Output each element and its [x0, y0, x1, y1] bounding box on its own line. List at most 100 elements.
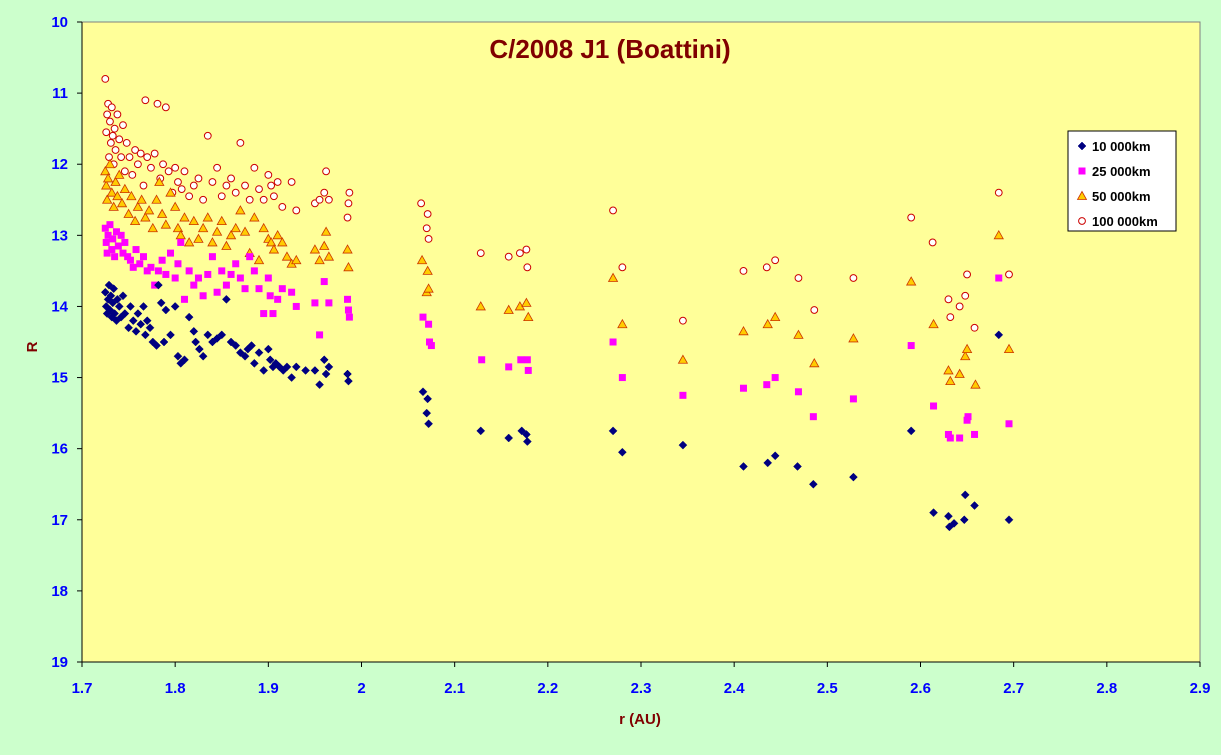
plot-area: [81, 21, 1201, 663]
data-point: [287, 178, 296, 186]
data-point: [132, 201, 144, 211]
x-tick-label: 2.7: [1003, 680, 1024, 697]
data-point: [120, 167, 129, 176]
data-point: [167, 249, 175, 257]
data-point: [213, 288, 221, 296]
data-point: [278, 202, 287, 211]
data-point: [970, 323, 979, 332]
data-point: [191, 337, 201, 347]
data-point: [218, 267, 226, 275]
legend-marker-circle: [1078, 217, 1086, 225]
data-point: [247, 341, 256, 350]
data-point: [426, 338, 434, 346]
data-point: [107, 103, 116, 112]
data-point: [231, 188, 240, 197]
data-point: [522, 245, 531, 254]
data-point: [1005, 420, 1013, 428]
data-point: [113, 294, 122, 304]
data-point: [679, 316, 687, 325]
data-point: [345, 188, 354, 197]
data-point: [232, 260, 240, 268]
data-point: [323, 251, 335, 261]
data-point: [185, 267, 193, 275]
data-point: [523, 311, 534, 322]
data-point: [169, 201, 181, 211]
data-point: [111, 146, 120, 154]
data-point: [422, 265, 433, 275]
data-point: [183, 237, 195, 247]
data-point: [517, 426, 527, 436]
data-point: [110, 309, 119, 318]
data-point: [995, 274, 1003, 282]
data-point: [677, 354, 689, 364]
data-point: [255, 285, 263, 293]
data-point: [320, 226, 332, 236]
data-point: [809, 358, 820, 368]
data-point: [156, 298, 166, 308]
data-point: [267, 181, 276, 190]
data-point: [246, 253, 254, 261]
data-point: [198, 351, 208, 361]
data-point: [117, 231, 125, 239]
data-point: [618, 374, 626, 382]
data-point: [100, 166, 111, 176]
data-point: [114, 242, 122, 250]
data-point: [239, 226, 251, 236]
data-point: [422, 408, 432, 418]
data-point: [142, 316, 152, 326]
data-point: [106, 117, 114, 126]
data-point: [523, 356, 531, 364]
data-point: [159, 337, 169, 347]
data-point: [110, 124, 119, 133]
data-point: [160, 219, 172, 229]
data-point: [618, 447, 627, 457]
data-point: [424, 419, 433, 429]
data-point: [104, 158, 116, 169]
data-point: [103, 249, 111, 257]
data-point: [217, 192, 226, 201]
data-point: [476, 249, 485, 258]
data-point: [106, 291, 116, 301]
data-point: [208, 253, 216, 261]
data-point: [504, 252, 513, 261]
data-point: [102, 238, 110, 246]
data-point: [114, 169, 125, 179]
data-point: [609, 338, 617, 346]
data-point: [1005, 270, 1013, 279]
data-point: [126, 302, 135, 311]
axis-ticks: 1.7 1.8 1.9 2 2.1 2.2 2.3 2.4 2.5 2.6 2.7 2.8 2.9 10 1…: [51, 14, 1210, 697]
x-tick-label: 2.4: [724, 680, 746, 697]
data-point: [794, 388, 802, 396]
data-point: [140, 212, 151, 222]
data-point: [131, 326, 141, 336]
data-point: [949, 518, 959, 528]
x-tick-label: 2.2: [537, 680, 558, 697]
data-point: [679, 391, 687, 399]
series-square: [101, 221, 1013, 442]
data-point: [268, 244, 280, 254]
data-point: [524, 366, 532, 374]
data-point: [114, 302, 124, 311]
data-point: [103, 110, 112, 119]
data-point: [236, 274, 244, 282]
x-tick-label: 1.8: [165, 680, 186, 697]
data-point: [154, 176, 165, 186]
data-point: [199, 195, 208, 204]
data-point: [131, 146, 140, 154]
data-point: [944, 511, 953, 521]
data-point: [763, 458, 773, 468]
data-point: [258, 222, 269, 233]
data-point: [147, 263, 155, 271]
data-point: [194, 274, 202, 282]
data-point: [943, 365, 954, 375]
data-point: [344, 306, 352, 314]
data-point: [793, 462, 802, 471]
data-point: [111, 253, 119, 261]
data-point: [269, 310, 277, 318]
data-point: [119, 249, 127, 257]
data-point: [104, 231, 112, 239]
data-point: [809, 479, 818, 489]
data-point: [216, 215, 227, 226]
y-tick-label: 16: [51, 441, 68, 458]
